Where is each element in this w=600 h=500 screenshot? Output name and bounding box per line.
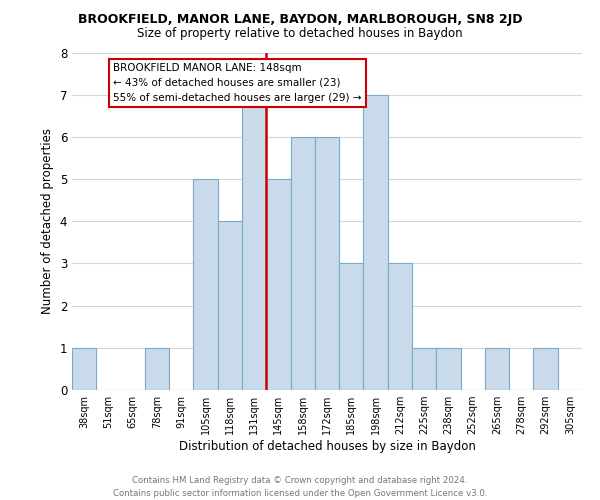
Bar: [485, 348, 509, 390]
Bar: [72, 348, 96, 390]
Text: BROOKFIELD, MANOR LANE, BAYDON, MARLBOROUGH, SN8 2JD: BROOKFIELD, MANOR LANE, BAYDON, MARLBORO…: [78, 12, 522, 26]
Bar: [412, 348, 436, 390]
Bar: [339, 264, 364, 390]
Y-axis label: Number of detached properties: Number of detached properties: [41, 128, 54, 314]
Text: Size of property relative to detached houses in Baydon: Size of property relative to detached ho…: [137, 28, 463, 40]
Text: Contains HM Land Registry data © Crown copyright and database right 2024.
Contai: Contains HM Land Registry data © Crown c…: [113, 476, 487, 498]
Bar: [436, 348, 461, 390]
Bar: [388, 264, 412, 390]
Text: BROOKFIELD MANOR LANE: 148sqm
← 43% of detached houses are smaller (23)
55% of s: BROOKFIELD MANOR LANE: 148sqm ← 43% of d…: [113, 63, 362, 102]
X-axis label: Distribution of detached houses by size in Baydon: Distribution of detached houses by size …: [179, 440, 475, 453]
Bar: [145, 348, 169, 390]
Bar: [533, 348, 558, 390]
Bar: [266, 179, 290, 390]
Bar: [193, 179, 218, 390]
Bar: [290, 137, 315, 390]
Bar: [242, 94, 266, 390]
Bar: [364, 94, 388, 390]
Bar: [315, 137, 339, 390]
Bar: [218, 221, 242, 390]
